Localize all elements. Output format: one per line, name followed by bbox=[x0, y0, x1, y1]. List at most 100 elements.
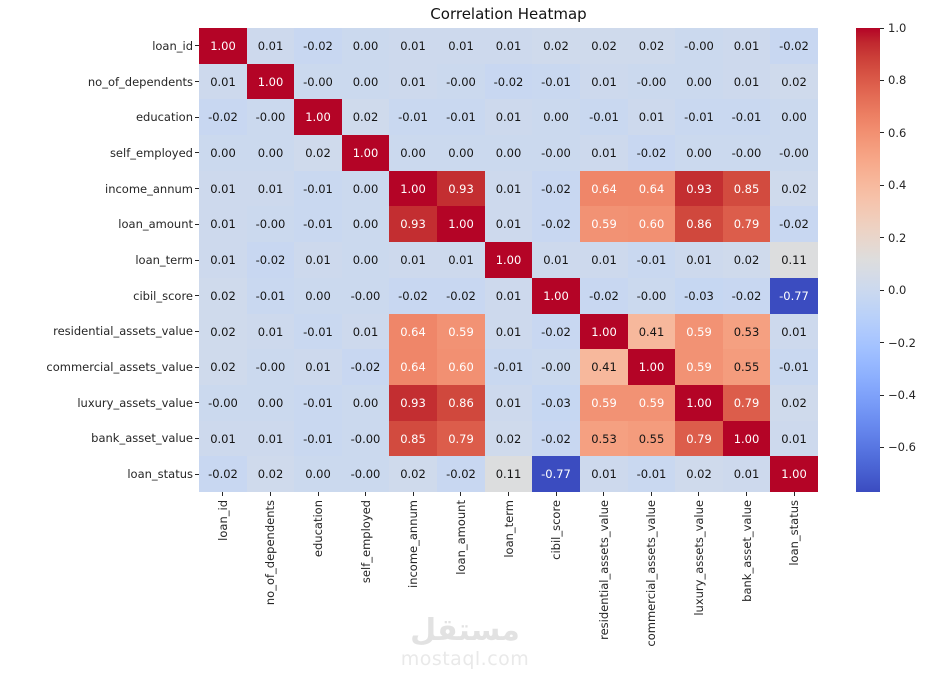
watermark-arabic-text: مستقل bbox=[410, 613, 520, 648]
heatmap-cell: 1.00 bbox=[580, 314, 628, 349]
heatmap-grid: 1.00 0.01 -0.02 0.00 0.01 0.01 0.01 0.02 0.02 0.0… bbox=[199, 28, 818, 492]
heatmap-cell: -0.01 bbox=[628, 456, 675, 492]
heatmap-cell: -0.00 bbox=[294, 64, 342, 99]
heatmap-cell: 1.00 bbox=[628, 349, 675, 385]
x-tick-mark bbox=[793, 492, 795, 496]
heatmap-cell: -0.00 bbox=[532, 349, 580, 385]
x-tick-label: loan_term bbox=[501, 500, 516, 558]
heatmap-cell: 0.02 bbox=[199, 278, 247, 314]
colorbar-tick-label: −0.6 bbox=[888, 440, 916, 455]
y-tick-mark bbox=[195, 223, 199, 225]
heatmap-cell: -0.01 bbox=[723, 99, 770, 135]
heatmap-cell: -0.00 bbox=[247, 206, 294, 242]
heatmap-cell: 0.01 bbox=[675, 242, 723, 278]
heatmap-cell: 0.02 bbox=[580, 28, 628, 64]
heatmap-cell: 0.59 bbox=[628, 385, 675, 421]
y-tick-label: self_employed bbox=[109, 145, 193, 160]
x-tick-mark bbox=[269, 492, 271, 496]
heatmap-cell: -0.02 bbox=[199, 456, 247, 492]
y-tick-mark bbox=[195, 473, 199, 475]
heatmap-cell: -0.02 bbox=[294, 28, 342, 64]
y-tick-mark bbox=[195, 81, 199, 83]
heatmap-cell: 0.93 bbox=[389, 385, 437, 421]
y-tick-mark bbox=[195, 45, 199, 47]
heatmap-cell: -0.77 bbox=[532, 456, 580, 492]
heatmap-cell: 0.00 bbox=[389, 135, 437, 171]
heatmap-cell: 0.01 bbox=[294, 349, 342, 385]
heatmap-cell: 0.55 bbox=[628, 421, 675, 456]
heatmap-cell: -0.01 bbox=[389, 99, 437, 135]
watermark: مستقل mostaql.com bbox=[390, 613, 540, 669]
y-tick-label: commercial_assets_value bbox=[46, 360, 193, 375]
colorbar-tick-label: 0.6 bbox=[888, 125, 907, 140]
y-tick-label: residential_assets_value bbox=[53, 324, 193, 339]
heatmap-cell: -0.02 bbox=[532, 171, 580, 206]
x-tick-mark bbox=[460, 492, 462, 496]
heatmap-cell: 0.00 bbox=[770, 99, 818, 135]
heatmap-cell: 1.00 bbox=[247, 64, 294, 99]
heatmap-cell: -0.01 bbox=[628, 242, 675, 278]
x-tick-label: income_annum bbox=[406, 500, 421, 588]
heatmap-cell: -0.02 bbox=[199, 99, 247, 135]
x-tick-label: education bbox=[311, 500, 326, 558]
heatmap-cell: 0.01 bbox=[580, 242, 628, 278]
x-tick-label: residential_assets_value bbox=[596, 500, 611, 640]
heatmap-cell: 0.01 bbox=[770, 421, 818, 456]
x-tick-mark bbox=[508, 492, 509, 496]
heatmap-cell: -0.00 bbox=[770, 135, 818, 171]
heatmap-cell: 0.01 bbox=[389, 64, 437, 99]
heatmap-cell: -0.02 bbox=[437, 456, 485, 492]
heatmap-cell: -0.01 bbox=[485, 349, 532, 385]
heatmap-cell: 0.79 bbox=[723, 206, 770, 242]
x-tick-mark bbox=[412, 492, 414, 496]
y-tick-label: luxury_assets_value bbox=[77, 395, 193, 410]
heatmap-cell: 0.01 bbox=[247, 28, 294, 64]
heatmap-cell: 0.02 bbox=[770, 171, 818, 206]
x-tick-mark bbox=[746, 492, 748, 496]
heatmap-cell: 0.59 bbox=[580, 385, 628, 421]
colorbar-tick-mark bbox=[880, 27, 884, 29]
x-tick-label: loan_id bbox=[215, 500, 230, 541]
heatmap-cell: -0.01 bbox=[294, 314, 342, 349]
heatmap-cell: 0.01 bbox=[199, 206, 247, 242]
x-tick-mark bbox=[317, 492, 319, 496]
heatmap-cell: -0.03 bbox=[532, 385, 580, 421]
heatmap-cell: 0.41 bbox=[628, 314, 675, 349]
colorbar-tick-mark bbox=[880, 446, 884, 448]
heatmap-cell: 0.85 bbox=[389, 421, 437, 456]
heatmap-cell: 0.93 bbox=[437, 171, 485, 206]
heatmap-cell: 0.79 bbox=[723, 385, 770, 421]
heatmap-cell: 0.01 bbox=[199, 242, 247, 278]
heatmap-cell: 0.00 bbox=[342, 171, 389, 206]
heatmap-cell: -0.00 bbox=[342, 456, 389, 492]
heatmap-cell: -0.01 bbox=[437, 99, 485, 135]
heatmap-cell: 0.00 bbox=[342, 242, 389, 278]
heatmap-cell: 0.01 bbox=[199, 64, 247, 99]
heatmap-cell: 0.00 bbox=[342, 64, 389, 99]
heatmap-cell: 0.00 bbox=[675, 135, 723, 171]
heatmap-cell: 0.00 bbox=[247, 385, 294, 421]
heatmap-cell: 0.02 bbox=[675, 456, 723, 492]
heatmap-cell: -0.00 bbox=[628, 64, 675, 99]
heatmap-cell: 0.00 bbox=[294, 456, 342, 492]
heatmap-cell: 0.01 bbox=[532, 242, 580, 278]
colorbar-tick-label: 0.4 bbox=[888, 178, 907, 193]
heatmap-cell: -0.01 bbox=[532, 64, 580, 99]
heatmap-cell: 0.79 bbox=[437, 421, 485, 456]
heatmap-cell: -0.01 bbox=[294, 421, 342, 456]
y-tick-mark bbox=[195, 188, 199, 190]
heatmap-cell: 0.60 bbox=[628, 206, 675, 242]
heatmap-cell: 0.64 bbox=[389, 314, 437, 349]
heatmap-cell: -0.01 bbox=[580, 99, 628, 135]
heatmap-cell: 0.86 bbox=[437, 385, 485, 421]
heatmap-cell: 0.01 bbox=[485, 314, 532, 349]
colorbar-tick-label: 0.2 bbox=[888, 230, 907, 245]
x-tick-label: cibil_score bbox=[549, 500, 564, 560]
heatmap-cell: 0.02 bbox=[532, 28, 580, 64]
heatmap-cell: 0.93 bbox=[389, 206, 437, 242]
heatmap-cell: -0.00 bbox=[342, 421, 389, 456]
heatmap-cell: 0.00 bbox=[342, 385, 389, 421]
heatmap-cell: -0.02 bbox=[628, 135, 675, 171]
heatmap-cell: -0.02 bbox=[770, 28, 818, 64]
